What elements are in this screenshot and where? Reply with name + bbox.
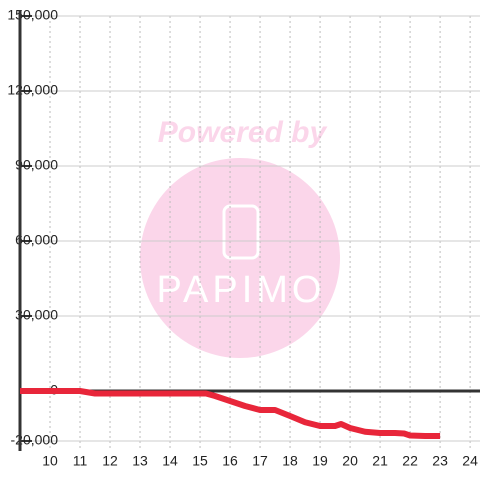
x-tick-label: 20 bbox=[342, 453, 358, 469]
y-tick-label: 60,000 bbox=[15, 232, 58, 248]
x-tick-label: 10 bbox=[42, 453, 58, 469]
x-tick-label: 24 bbox=[462, 453, 478, 469]
x-tick-label: 11 bbox=[73, 453, 88, 469]
x-tick-label: 22 bbox=[402, 453, 418, 469]
y-tick-label: 120,000 bbox=[7, 82, 58, 98]
x-tick-label: 21 bbox=[372, 453, 388, 469]
x-tick-label: 23 bbox=[432, 453, 448, 469]
watermark-icon bbox=[222, 204, 260, 260]
y-tick-label: 150,000 bbox=[7, 7, 58, 23]
x-tick-label: 15 bbox=[192, 453, 208, 469]
x-tick-label: 19 bbox=[312, 453, 328, 469]
y-tick-label: 30,000 bbox=[15, 307, 58, 323]
line bbox=[20, 388, 441, 439]
x-tick-label: 13 bbox=[132, 453, 148, 469]
x-tick-label: 16 bbox=[222, 453, 238, 469]
x-tick-label: 12 bbox=[102, 453, 118, 469]
x-tick-label: 18 bbox=[282, 453, 298, 469]
y-tick-label: -20,000 bbox=[11, 432, 59, 448]
x-tick-label: 17 bbox=[252, 453, 268, 469]
x-tick-label: 14 bbox=[162, 453, 178, 469]
watermark-title: Powered by bbox=[158, 116, 328, 149]
watermark-logo: PAPIMO bbox=[157, 269, 326, 311]
y-tick-label: 90,000 bbox=[15, 157, 58, 173]
